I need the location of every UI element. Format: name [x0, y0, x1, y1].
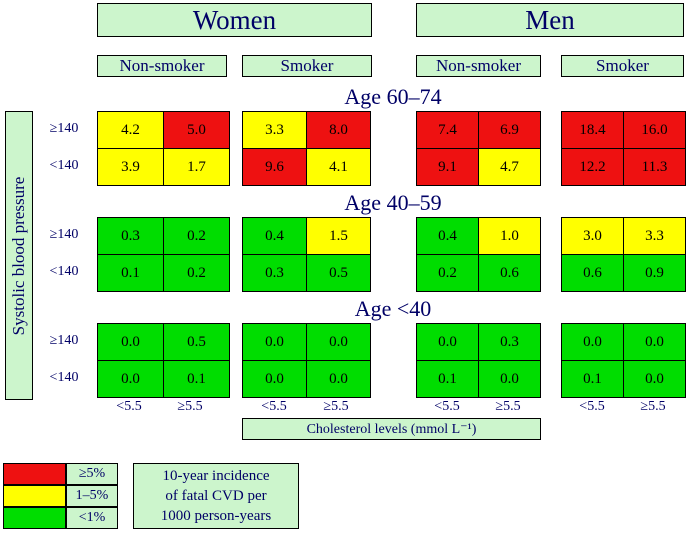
risk-cell: 0.0: [242, 360, 307, 398]
age-band-label: Age 60–74: [344, 84, 442, 109]
chol-tick-label: ≥5.5: [640, 399, 666, 414]
women-nonsmoker-label: Non-smoker: [97, 55, 227, 77]
risk-cell: 0.2: [163, 217, 230, 255]
women-smoker-label: Smoker: [242, 55, 372, 77]
risk-cell: 0.4: [242, 217, 307, 255]
risk-cell: 12.2: [561, 148, 624, 186]
risk-cell: 0.4: [416, 217, 479, 255]
risk-cell: 0.0: [97, 323, 164, 361]
men-nonsmoker-label: Non-smoker: [416, 55, 541, 77]
header-men: Men: [416, 3, 684, 37]
risk-cell: 0.1: [97, 254, 164, 292]
chol-tick-label: ≥5.5: [177, 399, 203, 414]
chol-tick-label: ≥5.5: [323, 399, 349, 414]
risk-cell: 0.0: [242, 323, 307, 361]
risk-cell: 1.5: [306, 217, 371, 255]
risk-cell: 0.9: [623, 254, 686, 292]
risk-cell: 0.3: [242, 254, 307, 292]
header-women: Women: [97, 3, 372, 37]
risk-cell: 1.7: [163, 148, 230, 186]
legend-swatch-green: [3, 507, 66, 529]
risk-cell: 0.0: [416, 323, 479, 361]
sbp-row-label: ≥140: [49, 121, 79, 136]
risk-cell: 8.0: [306, 111, 371, 149]
legend-label-low: <1%: [66, 507, 118, 529]
risk-cell: 0.0: [478, 360, 541, 398]
systolic-bp-axis-text: Systolic blood pressure: [9, 176, 28, 335]
sbp-row-label: <140: [49, 370, 79, 385]
risk-cell: 0.3: [97, 217, 164, 255]
chol-tick-label: <5.5: [261, 399, 287, 414]
chol-tick-label: <5.5: [116, 399, 142, 414]
men-smoker-label: Smoker: [561, 55, 684, 77]
risk-cell: 1.0: [478, 217, 541, 255]
legend-label-mid: 1–5%: [66, 485, 118, 507]
risk-cell: 9.6: [242, 148, 307, 186]
legend-note-line: 1000 person-years: [160, 508, 272, 524]
sbp-row-label: <140: [49, 158, 79, 173]
risk-cell: 9.1: [416, 148, 479, 186]
risk-cell: 18.4: [561, 111, 624, 149]
risk-cell: 0.0: [306, 323, 371, 361]
risk-cell: 0.5: [163, 323, 230, 361]
risk-cell: 0.6: [478, 254, 541, 292]
age-band-label: Age 40–59: [344, 190, 442, 215]
age-band-label: Age <40: [354, 296, 432, 321]
cholesterol-axis-label: Cholesterol levels (mmol L⁻¹): [242, 418, 541, 440]
risk-cell: 4.2: [97, 111, 164, 149]
risk-cell: 0.0: [306, 360, 371, 398]
sbp-row-label: ≥140: [49, 333, 79, 348]
legend-swatch-red: [3, 463, 66, 485]
legend-label-high: ≥5%: [66, 463, 118, 485]
chol-tick-label: <5.5: [434, 399, 460, 414]
risk-cell: 0.1: [561, 360, 624, 398]
risk-cell: 3.3: [242, 111, 307, 149]
sbp-row-label: <140: [49, 264, 79, 279]
risk-cell: 0.1: [416, 360, 479, 398]
risk-cell: 0.2: [416, 254, 479, 292]
risk-cell: 3.9: [97, 148, 164, 186]
risk-cell: 0.6: [561, 254, 624, 292]
systolic-bp-axis-label: Systolic blood pressure: [5, 111, 33, 400]
risk-cell: 0.0: [561, 323, 624, 361]
risk-cell: 16.0: [623, 111, 686, 149]
risk-cell: 3.0: [561, 217, 624, 255]
risk-cell: 5.0: [163, 111, 230, 149]
risk-cell: 0.3: [478, 323, 541, 361]
risk-cell: 0.2: [163, 254, 230, 292]
legend-note: 10-year incidence of fatal CVD per 1000 …: [133, 463, 299, 529]
risk-cell: 0.0: [623, 323, 686, 361]
risk-cell: 4.7: [478, 148, 541, 186]
risk-cell: 0.0: [97, 360, 164, 398]
legend-note-line: of fatal CVD per: [165, 488, 267, 504]
risk-cell: 7.4: [416, 111, 479, 149]
legend-swatch-yellow: [3, 485, 66, 507]
risk-cell: 4.1: [306, 148, 371, 186]
risk-cell: 3.3: [623, 217, 686, 255]
chol-tick-label: <5.5: [579, 399, 605, 414]
risk-cell: 6.9: [478, 111, 541, 149]
risk-cell: 0.1: [163, 360, 230, 398]
legend-note-line: 10-year incidence: [162, 468, 270, 484]
chol-tick-label: ≥5.5: [495, 399, 521, 414]
risk-cell: 0.5: [306, 254, 371, 292]
sbp-row-label: ≥140: [49, 227, 79, 242]
risk-cell: 0.0: [623, 360, 686, 398]
risk-cell: 11.3: [623, 148, 686, 186]
